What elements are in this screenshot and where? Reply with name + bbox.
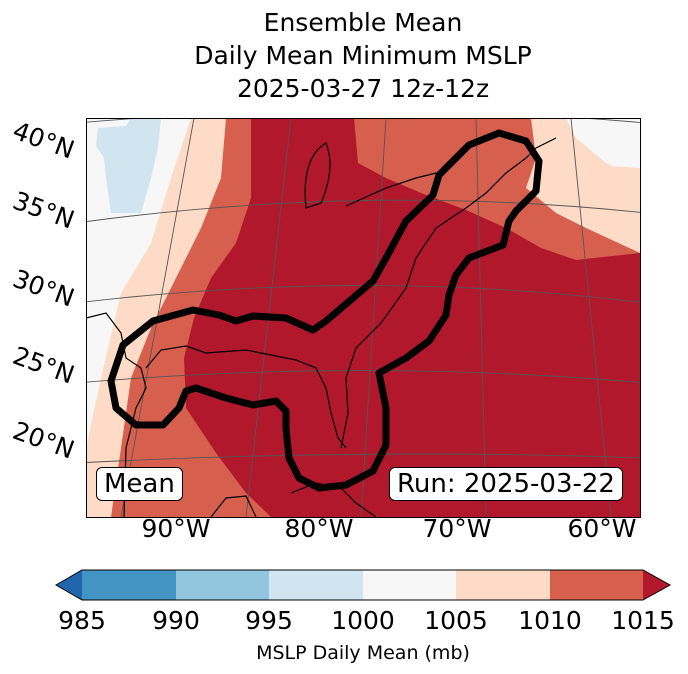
lon-label-60w: 60°W <box>567 514 637 543</box>
colorbar <box>54 569 672 601</box>
lat-label-25: 25°N <box>9 340 79 390</box>
field-1015 <box>184 118 640 517</box>
title-line-1: Ensemble Mean <box>263 8 463 37</box>
colorbar-tick-985: 985 <box>58 606 106 635</box>
lon-label-70w: 70°W <box>422 514 492 543</box>
colorbar-1010 <box>550 570 643 600</box>
colorbar-1005 <box>456 570 550 600</box>
mean-label-box: Mean <box>96 467 183 501</box>
coastlines <box>86 137 557 517</box>
colorbar-over-arrow <box>643 570 670 600</box>
map-frame <box>86 118 641 518</box>
colorbar-1000 <box>363 570 456 600</box>
colorbar-tick-1000: 1000 <box>331 606 395 635</box>
lon-label-90w: 90°W <box>141 514 211 543</box>
colorbar-tick-995: 995 <box>245 606 293 635</box>
colorbar-tick-990: 990 <box>152 606 200 635</box>
lat-label-40: 40°N <box>9 115 79 165</box>
lat-label-20: 20°N <box>9 415 79 465</box>
colorbar-tick-1015: 1015 <box>611 606 675 635</box>
lon-label-80w: 80°W <box>284 514 354 543</box>
colorbar-label: MSLP Daily Mean (mb) <box>256 642 470 664</box>
title-line-2: Daily Mean Minimum MSLP <box>194 41 532 70</box>
colorbar-tick-1010: 1010 <box>518 606 582 635</box>
field-995 <box>96 118 161 213</box>
colorbar-985 <box>82 570 176 600</box>
colorbar-outline <box>54 569 672 601</box>
ensemble-mean-contour <box>107 129 543 492</box>
field-1010-right <box>541 163 640 243</box>
colorbar-tick-1005: 1005 <box>424 606 488 635</box>
field-1005-topright-white <box>566 118 640 178</box>
colorbar-990 <box>176 570 269 600</box>
colorbar-under-arrow <box>56 570 82 600</box>
map <box>86 118 640 517</box>
lat-label-30: 30°N <box>9 263 79 313</box>
run-label-box: Run: 2025-03-22 <box>389 467 623 501</box>
lat-label-35: 35°N <box>9 185 79 235</box>
title-line-3: 2025-03-27 12z-12z <box>236 74 490 103</box>
colorbar-995 <box>269 570 363 600</box>
